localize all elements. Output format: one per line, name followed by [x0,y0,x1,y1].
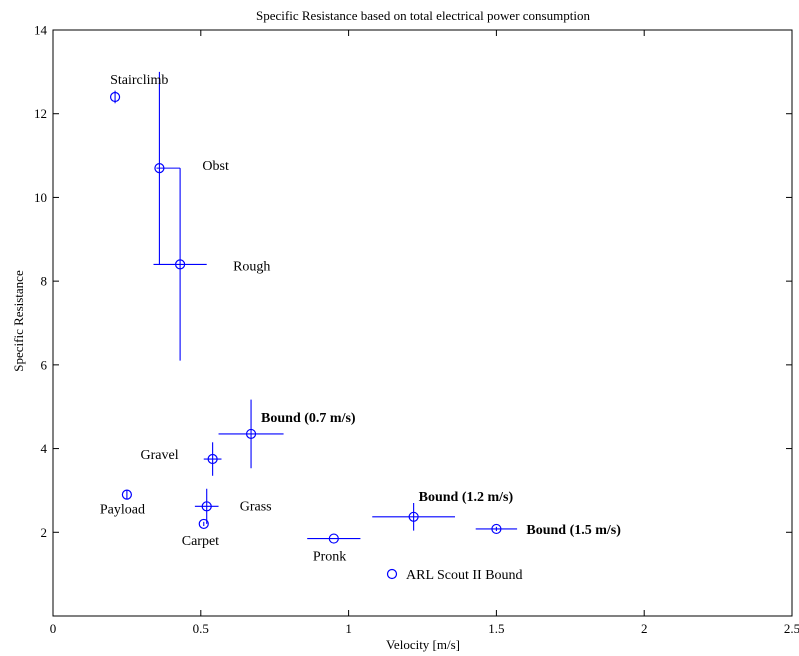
x-tick-label: 1.5 [488,621,504,636]
plot-frame [52,29,793,617]
data-point [408,511,419,522]
x-tick-label: 2.5 [784,621,799,636]
y-tick-label: 14 [34,23,48,38]
y-axis-title: Specific Resistance [11,270,26,372]
data-point [121,489,133,500]
data-point [201,501,212,512]
x-tick-label: 2 [641,621,648,636]
point-labels: Stairclimb Obst Rough Bound (0.7 m/s) Gravel… [100,73,621,565]
point-label: Carpet [182,534,219,549]
axis-ticks [52,29,793,616]
y-tick-label: 2 [41,525,48,540]
legend-entry: ARL Scout II Bound [406,568,523,583]
point-label: Stairclimb [110,73,168,88]
data-point [491,523,502,535]
legend: ARL Scout II Bound [386,568,523,583]
x-axis-title: Velocity [m/s] [386,637,460,652]
point-label: Obst [202,159,229,174]
point-label: Payload [100,503,145,518]
data-point [207,453,218,465]
x-tick-label: 0.5 [193,621,209,636]
data-point [245,428,257,440]
point-label: Bound (1.2 m/s) [419,490,514,505]
error-bars [114,71,518,540]
y-tick-label: 8 [41,274,48,289]
point-label: Grass [240,499,272,514]
y-tick-label: 4 [41,441,48,456]
data-point [175,259,186,270]
point-label: Bound (1.5 m/s) [526,523,621,538]
x-tick-label: 1 [345,621,352,636]
data-point [328,533,339,544]
x-tick-label: 0 [50,621,57,636]
data-point [109,91,121,103]
point-label: Bound (0.7 m/s) [261,411,356,426]
plot-area [52,29,793,617]
y-tick-label: 10 [34,190,47,205]
x-tick-labels: 0 0.5 1 1.5 2 2.5 [50,621,799,636]
data-point [198,518,209,530]
legend-marker [386,568,398,580]
chart-title: Specific Resistance based on total elect… [256,8,590,23]
data-markers [109,91,502,544]
point-label: Pronk [313,550,346,565]
point-label: Rough [233,259,270,274]
y-tick-label: 6 [41,357,48,372]
y-tick-label: 12 [34,106,47,121]
y-tick-labels: 2 4 6 8 10 12 14 [34,23,48,540]
point-label: Gravel [141,448,179,463]
data-point [154,163,165,174]
